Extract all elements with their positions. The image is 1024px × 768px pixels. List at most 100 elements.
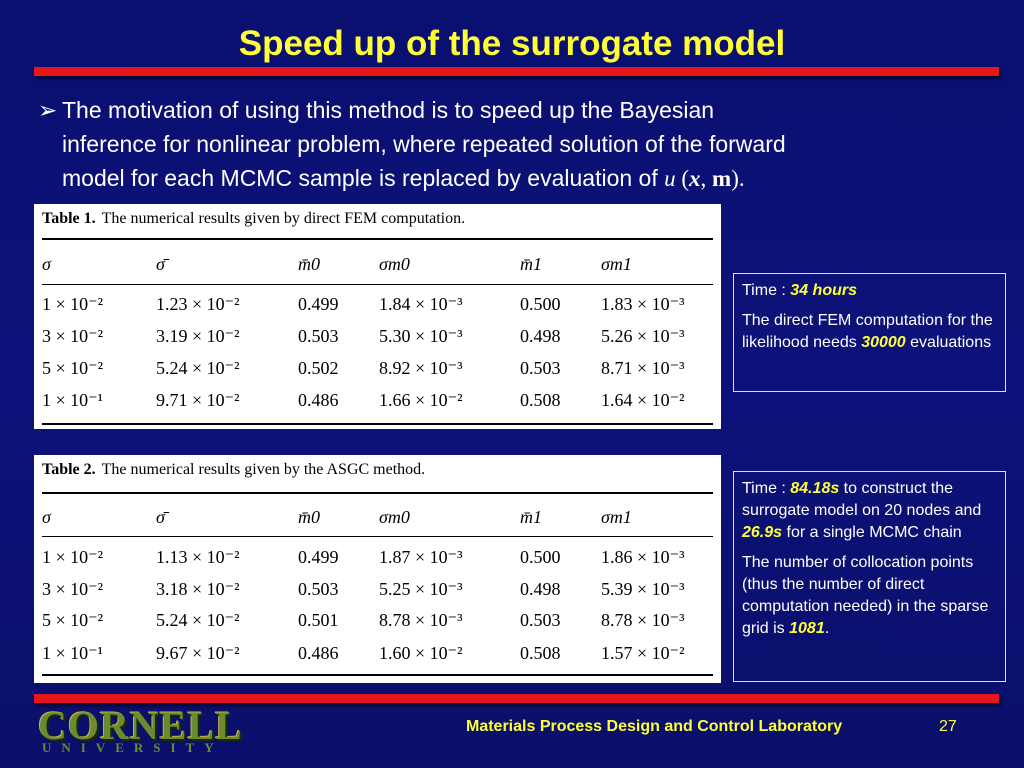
table2-cell: 5.24 × 10⁻² (156, 610, 240, 630)
box-2-points-value: 1081 (789, 620, 825, 637)
table-1-top-rule (42, 238, 713, 240)
footer-lab-name: Materials Process Design and Control Lab… (466, 718, 843, 735)
table2-cell: 1.87 × 10⁻³ (379, 547, 463, 567)
table2-cell: 0.486 (298, 643, 339, 663)
table2-cell: 5.39 × 10⁻³ (601, 579, 685, 599)
box-1-time: Time : 34 hours (742, 280, 997, 302)
table2-cell: 1 × 10⁻² (42, 547, 104, 567)
bullet-text-3: model for each MCMC sample is replaced b… (62, 165, 665, 191)
box-2-time: Time : 84.18s to construct the surrogate… (742, 478, 997, 544)
table2-cell: 0.503 (298, 579, 339, 599)
table1-cell: 5.24 × 10⁻² (156, 358, 240, 378)
box-2-time-mid: to construct the surrogate model on 20 n… (742, 480, 982, 519)
table-2-bottom-rule (42, 674, 713, 676)
table1-cell: 1.64 × 10⁻² (601, 390, 685, 410)
arrow-bullet-icon: ➢ (38, 97, 58, 123)
table1-cell: 0.503 (520, 358, 561, 378)
table1-cell: 1.23 × 10⁻² (156, 294, 240, 314)
table2-header-cell: σm0 (379, 507, 410, 527)
table2-cell: 1.60 × 10⁻² (379, 643, 463, 663)
table1-cell: 0.499 (298, 294, 339, 314)
table2-cell: 0.501 (298, 610, 339, 630)
table2-header-cell: σm1 (601, 507, 632, 527)
box-1-time-value: 34 hours (790, 282, 857, 299)
box-2-time-end: for a single MCMC chain (782, 524, 962, 541)
table-2-panel: Table 2. The numerical results given by t… (34, 455, 721, 683)
box-1-desc-end: evaluations (905, 334, 992, 351)
logo-wordmark: CORNELL (38, 703, 243, 748)
title-divider-bar (34, 67, 999, 76)
table2-cell: 0.503 (520, 610, 561, 630)
math-open: ( (675, 166, 690, 191)
table1-cell: 0.503 (298, 326, 339, 346)
table1-header-cell: σm1 (601, 254, 632, 274)
table1-header-cell: σm0 (379, 254, 410, 274)
table1-cell: 0.500 (520, 294, 561, 314)
table2-cell: 3 × 10⁻² (42, 579, 104, 599)
bullet-line-1: ➢ The motivation of using this method is … (38, 93, 998, 127)
table2-cell: 3.18 × 10⁻² (156, 579, 240, 599)
math-expression: u (x, m). (664, 166, 745, 191)
table1-cell: 1 × 10⁻² (42, 294, 104, 314)
table2-cell: 1 × 10⁻¹ (42, 643, 104, 663)
bullet-line-3: model for each MCMC sample is replaced b… (38, 161, 998, 196)
table-1-caption: Table 1. The numerical results given by d… (42, 210, 465, 228)
table-2-label: Table 2. (42, 461, 96, 478)
box-2-time-label: Time : (742, 480, 791, 497)
table1-cell: 8.71 × 10⁻³ (601, 358, 685, 378)
table2-header-cell: σ̄ (156, 507, 165, 527)
table-2-caption: Table 2. The numerical results given by t… (42, 461, 425, 479)
box-1-description: The direct FEM computation for the likel… (742, 310, 997, 354)
table1-header-cell: σ (42, 254, 51, 274)
table2-cell: 9.67 × 10⁻² (156, 643, 240, 663)
box-1-time-label: Time : (742, 282, 791, 299)
table2-cell: 1.13 × 10⁻² (156, 547, 240, 567)
box-2-time-value-2: 26.9s (742, 524, 783, 541)
table2-header-cell: m̄1 (520, 507, 542, 527)
math-m: m (712, 166, 732, 191)
table2-cell: 5 × 10⁻² (42, 610, 104, 630)
math-close: ). (731, 166, 745, 191)
table2-header-cell: m̄0 (298, 507, 320, 527)
math-x: x (689, 166, 701, 191)
table-2-top-rule (42, 492, 713, 494)
bullet-paragraph: ➢ The motivation of using this method is … (38, 93, 998, 196)
table1-cell: 1.66 × 10⁻² (379, 390, 463, 410)
table-1-panel: Table 1. The numerical results given by d… (34, 204, 721, 429)
table2-cell: 0.498 (520, 579, 561, 599)
bullet-text-1: The motivation of using this method is t… (62, 97, 715, 123)
table1-header-cell: m̄1 (520, 254, 542, 274)
table1-cell: 0.486 (298, 390, 339, 410)
table1-cell: 1 × 10⁻¹ (42, 390, 104, 410)
table1-cell: 8.92 × 10⁻³ (379, 358, 463, 378)
table2-header-cell: σ (42, 507, 51, 527)
table2-cell: 0.499 (298, 547, 339, 567)
table-1-bottom-rule (42, 423, 713, 425)
table1-cell: 5 × 10⁻² (42, 358, 104, 378)
table1-cell: 1.83 × 10⁻³ (601, 294, 685, 314)
table2-cell: 8.78 × 10⁻³ (379, 610, 463, 630)
cornell-logo: CORNELL UNIVERSITY (38, 702, 242, 758)
box-2-time-value-1: 84.18s (790, 480, 840, 497)
bullet-line-2: inference for nonlinear problem, where r… (62, 131, 786, 157)
table2-cell: 0.508 (520, 643, 561, 663)
box-1-desc-text: The direct FEM computation for the likel… (742, 312, 993, 351)
table2-cell: 1.86 × 10⁻³ (601, 547, 685, 567)
math-u: u (664, 166, 676, 191)
table2-cell: 5.25 × 10⁻³ (379, 579, 463, 599)
table1-cell: 9.71 × 10⁻² (156, 390, 240, 410)
table-1-header-rule (42, 284, 713, 285)
table1-cell: 0.502 (298, 358, 339, 378)
table-1-caption-text: The numerical results given by direct FE… (101, 210, 466, 227)
box-2-description: The number of collocation points (thus t… (742, 552, 997, 640)
table2-cell: 0.500 (520, 547, 561, 567)
info-box-direct-fem: Time : 34 hours The direct FEM computati… (733, 273, 1006, 392)
info-box-asgc: Time : 84.18s to construct the surrogate… (733, 471, 1006, 682)
table1-cell: 5.26 × 10⁻³ (601, 326, 685, 346)
slide-title: Speed up of the surrogate model (238, 24, 786, 63)
table1-cell: 0.498 (520, 326, 561, 346)
table2-cell: 8.78 × 10⁻³ (601, 610, 685, 630)
math-sep: , (700, 166, 713, 191)
box-1-evaluations-value: 30000 (861, 334, 906, 351)
box-2-desc-end: . (824, 620, 830, 637)
